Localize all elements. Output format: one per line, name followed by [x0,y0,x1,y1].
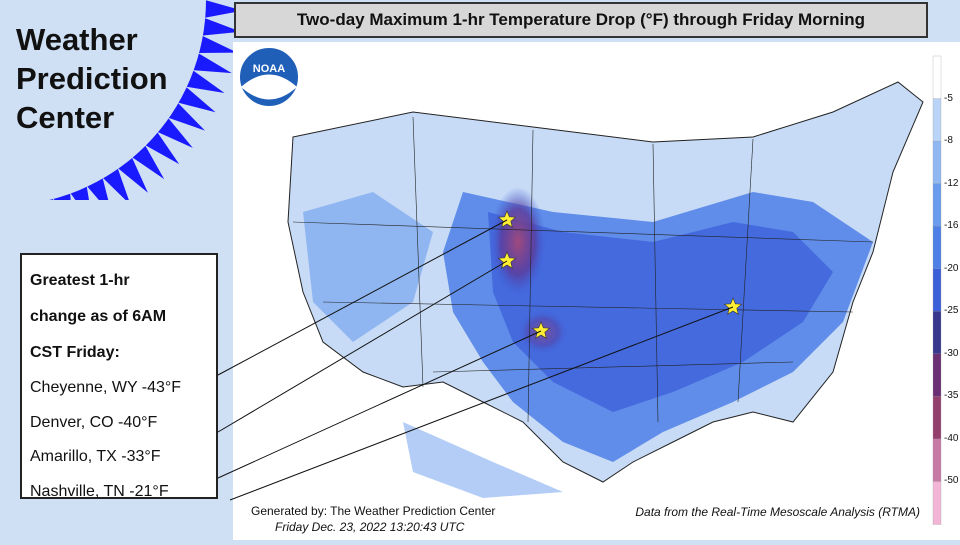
scale-swatch [932,55,942,100]
brand-line: Weather [16,22,138,57]
noaa-logo-text: NOAA [253,63,285,75]
sun-ray [144,131,180,165]
cold-core-front-range [490,187,546,297]
scale-label: -50 [944,475,959,487]
generated-by-text: Generated by: The Weather Prediction Cen… [251,504,496,518]
legend-item-denver: Denver, CO -40°F [30,413,158,431]
scale-swatch [932,140,942,185]
sun-ray [131,144,165,180]
color-scale-bar [932,55,942,525]
generated-date-text: Friday Dec. 23, 2022 13:20:43 UTC [275,520,465,534]
data-source-text: Data from the Real-Time Mesoscale Analys… [635,505,920,519]
noaa-logo: NOAA [238,46,300,108]
scale-label: -30 [944,347,959,359]
scale-label: -5 [944,92,953,104]
scale-label: -16 [944,220,959,232]
sun-ray [102,167,129,200]
legend-title-line: Greatest 1-hr [30,272,130,289]
sun-ray [70,185,89,200]
sun-ray [192,53,232,74]
sun-graphic [0,0,243,200]
sun-ray [198,35,238,54]
sun-ray [167,102,205,131]
brand-line: Prediction [16,61,168,96]
sun-ray [157,117,193,148]
scale-swatch [932,98,942,142]
scale-swatch [932,481,942,525]
scale-label: -25 [944,305,959,317]
scale-swatch [932,353,942,398]
scale-swatch [932,396,942,440]
legend-item-nashville: Nashville, TN -21°F [30,482,169,500]
map-panel: NOAA [233,42,930,498]
map-footer: Generated by: The Weather Prediction Cen… [233,498,930,540]
sun-ray [201,17,241,36]
scale-label: -8 [944,135,953,147]
color-scale: -5 -8 -12 -16 -20 -25 -30 -35 -40 -50 [930,42,960,540]
legend-item-cheyenne: Cheyenne, WY -43°F [30,379,182,396]
map-title: Two-day Maximum 1-hr Temperature Drop (°… [234,2,928,38]
scale-swatch [932,311,942,355]
sun-ray [204,0,243,18]
scale-swatch [932,438,942,483]
scale-label: -35 [944,390,959,402]
sun-disc [0,0,206,200]
greatest-change-legend: Greatest 1-hr change as of 6AM CST Frida… [20,253,218,500]
scale-swatch [932,183,942,227]
sun-ray [177,86,216,113]
sun-ray [185,70,225,93]
brand-title: Weather Prediction Center [16,20,206,137]
brand-line: Center [16,100,115,135]
legend-title-line: change as of 6AM [30,308,167,325]
scale-label: -12 [944,177,959,189]
scale-swatch [932,268,942,312]
scale-label: -20 [944,262,959,274]
legend-title-line: CST Friday: [30,344,120,361]
scale-swatch [932,226,942,270]
legend-item-amarillo: Amarillo, TX -33°F [30,448,161,465]
scale-label: -40 [944,432,959,444]
temperature-drop-map: NOAA [238,46,924,498]
sun-ray [117,157,148,193]
